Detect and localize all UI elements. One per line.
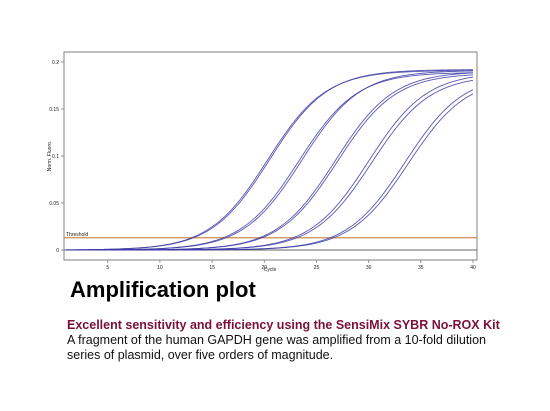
x-tick-label: 40: [470, 265, 476, 271]
y-tick-label: 0.05: [49, 201, 59, 207]
figure-description: A fragment of the human GAPDH gene was a…: [67, 333, 486, 362]
x-tick-label: 5: [106, 265, 109, 271]
x-tick-label: 10: [157, 265, 163, 271]
x-tick-label: 25: [314, 265, 320, 271]
y-axis-label: Norm. Fluoro.: [47, 141, 53, 172]
amplification-curves: [65, 69, 474, 251]
figure-title: Amplification plot: [70, 277, 256, 302]
x-tick-label: 15: [209, 265, 215, 271]
amplification-chart: Threshold 5 10 15 20 25 30 35 40 0 0.05 0.1 0.15 0.…: [47, 51, 478, 273]
threshold-label: Threshold: [66, 232, 88, 238]
amplification-curve: [66, 93, 474, 251]
y-tick-label: 0: [56, 248, 59, 254]
amplification-curve: [65, 70, 474, 251]
x-tick-label: 30: [366, 265, 372, 271]
x-axis-label: Cycle: [264, 267, 277, 273]
y-axis: 0 0.05 0.1 0.15 0.2: [49, 60, 64, 254]
y-tick-label: 0.1: [52, 154, 59, 160]
y-tick-label: 0.2: [52, 60, 59, 66]
x-axis: 5 10 15 20 25 30 35 40: [106, 260, 476, 271]
x-tick-label: 20: [262, 265, 268, 271]
figure-subtitle: Excellent sensitivity and efficiency usi…: [67, 318, 500, 332]
y-tick-label: 0.15: [49, 107, 59, 113]
x-tick-label: 35: [418, 265, 424, 271]
